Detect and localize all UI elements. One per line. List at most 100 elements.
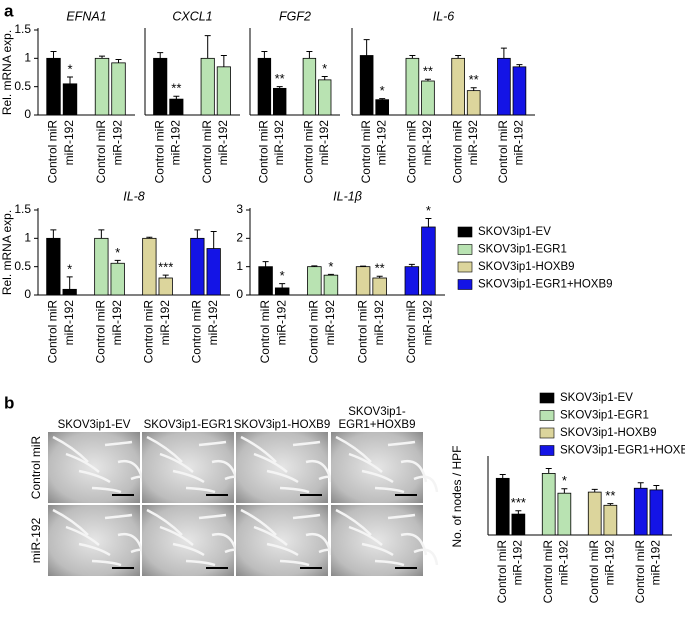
vessel: [104, 513, 133, 520]
bar: [307, 266, 322, 296]
error-bar: [499, 474, 506, 479]
x-tick-label: miR-192: [323, 300, 337, 346]
significance: *: [380, 83, 385, 98]
row-label: Control miR: [29, 436, 43, 500]
vessel: [198, 440, 227, 447]
legend-swatch: [457, 261, 473, 273]
x-tick-label: Control miR: [190, 300, 204, 364]
error-bar: [146, 236, 153, 239]
panel-label: b: [4, 393, 14, 412]
x-tick-label: miR-192: [62, 120, 76, 166]
bar: [375, 99, 390, 116]
bar: [511, 513, 526, 536]
column-label: SKOV3ip1-: [348, 406, 406, 418]
x-tick-label: Control miR: [359, 120, 373, 184]
vessel: [348, 452, 383, 473]
x-tick-label: miR-192: [110, 300, 124, 346]
legend-swatch: [539, 410, 555, 421]
significance: **: [375, 261, 385, 276]
vessel: [374, 486, 405, 494]
x-tick-label: miR-192: [169, 120, 183, 166]
bar: [359, 55, 374, 116]
bar: [633, 487, 648, 536]
vessel: [305, 459, 333, 483]
vessel: [266, 469, 299, 484]
bar: [451, 57, 465, 116]
y-tick-label: 1: [236, 259, 243, 273]
error-bar: [210, 231, 217, 249]
significance: **: [605, 488, 615, 503]
error-bar: [115, 58, 122, 63]
y-axis-label: Rel. mRNA exp.: [0, 210, 14, 295]
x-tick-label: miR-192: [557, 540, 571, 586]
bar: [603, 504, 618, 536]
bar: [46, 57, 61, 116]
error-bar: [173, 95, 180, 100]
x-tick-label: Control miR: [142, 300, 156, 364]
x-tick-label: miR-192: [421, 300, 435, 346]
x-tick-label: Control miR: [257, 120, 271, 184]
bar: [372, 277, 387, 296]
vessel: [361, 469, 394, 484]
vessel: [104, 440, 133, 447]
y-tick-label: 0: [24, 287, 31, 301]
error-bar: [591, 488, 598, 493]
x-tick-label: Control miR: [258, 300, 272, 364]
error-bar: [376, 275, 383, 278]
bar: [404, 266, 420, 296]
column-label: SKOV3ip1-EV: [58, 419, 131, 431]
chart-title: IL-8: [123, 189, 145, 203]
legend-swatch: [539, 392, 555, 404]
bar: [111, 62, 126, 116]
significance: **: [423, 64, 433, 79]
bar: [587, 491, 602, 536]
error-bar: [204, 35, 211, 59]
x-tick-label: miR-192: [466, 120, 480, 166]
y-tick-label: 0.5: [14, 79, 31, 93]
vessel: [374, 559, 405, 567]
significance: *: [328, 259, 333, 274]
vessel: [159, 525, 194, 546]
legend-label: SKOV3ip1-EV: [478, 226, 551, 238]
error-bar: [311, 265, 318, 267]
bar: [649, 489, 664, 536]
x-tick-label: Control miR: [94, 120, 108, 184]
vessel: [387, 513, 416, 520]
significance: *: [562, 473, 567, 488]
vessel: [52, 435, 89, 463]
y-tick-label: 1.5: [14, 22, 31, 36]
y-tick-label: 3: [236, 202, 243, 216]
vessel: [253, 525, 288, 546]
y-tick-label: 0: [24, 107, 31, 121]
bar: [497, 57, 511, 116]
error-bar: [327, 273, 334, 276]
x-tick-label: miR-192: [206, 300, 220, 346]
vessel: [279, 486, 310, 494]
significance: ***: [511, 495, 526, 510]
vessel: [78, 542, 111, 557]
significance: *: [67, 261, 72, 276]
chart-title: FGF2: [279, 9, 311, 23]
column-label: EGR1+HOXB9: [338, 419, 415, 431]
error-bar: [409, 55, 416, 59]
bar: [206, 248, 221, 296]
bar: [62, 83, 78, 116]
x-tick-label: miR-192: [274, 300, 288, 346]
y-tick-label: 1: [24, 231, 31, 245]
legend-label: SKOV3ip1-EGR1: [478, 244, 567, 256]
x-tick-label: Control miR: [404, 300, 418, 364]
x-tick-label: Control miR: [633, 540, 647, 604]
x-tick-label: miR-192: [374, 120, 388, 166]
vessel: [172, 542, 205, 557]
x-tick-label: Control miR: [405, 120, 419, 184]
bar: [190, 237, 205, 296]
x-tick-label: Control miR: [496, 120, 510, 184]
y-tick-label: 0.5: [14, 259, 31, 273]
error-bar: [500, 47, 507, 59]
bar: [495, 477, 510, 536]
bar: [110, 262, 125, 296]
row-label: miR-192: [29, 518, 43, 564]
error-bar: [99, 55, 106, 59]
